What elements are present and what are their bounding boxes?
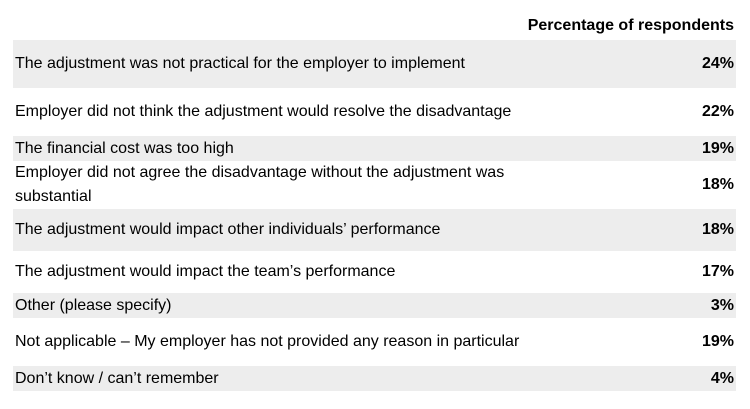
row-value: 17% [701,263,734,280]
row-label: The adjustment would impact other indivi… [15,221,441,238]
row-value: 18% [701,176,734,193]
row-label: The financial cost was too high [15,139,234,157]
table-header: Percentage of respondents [13,12,736,40]
row-value: 3% [710,296,734,314]
table-row: Employer did not agree the disadvantage … [13,161,736,209]
row-label: Employer did not agree the disadvantage … [15,164,505,205]
table-row: Employer did not think the adjustment wo… [13,88,736,136]
survey-table: Percentage of respondents The adjustment… [13,12,736,391]
table-row: Other (please specify) 3% [13,293,736,318]
row-value: 24% [701,55,734,72]
row-value: 4% [710,369,734,387]
row-value: 18% [701,221,734,238]
table-row: The financial cost was too high 19% [13,136,736,161]
row-value: 22% [701,103,734,120]
row-label: Not applicable – My employer has not pro… [15,333,520,350]
row-label: Other (please specify) [15,296,172,314]
table-row: Don’t know / can’t remember 4% [13,366,736,391]
row-value: 19% [701,333,734,350]
column-header: Percentage of respondents [527,17,734,34]
table-row: The adjustment would impact other indivi… [13,209,736,251]
row-label: Employer did not think the adjustment wo… [15,103,512,120]
row-label: Don’t know / can’t remember [15,369,219,387]
table-row: The adjustment would impact the team’s p… [13,251,736,293]
row-label: The adjustment was not practical for the… [15,55,465,72]
table-row: Not applicable – My employer has not pro… [13,318,736,366]
row-value: 19% [701,139,734,157]
table-row: The adjustment was not practical for the… [13,40,736,88]
row-label: The adjustment would impact the team’s p… [15,263,396,280]
